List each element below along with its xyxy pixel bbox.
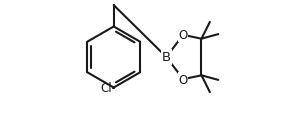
Text: B: B (162, 51, 171, 64)
Text: O: O (179, 73, 188, 86)
Text: O: O (179, 29, 188, 42)
Text: Cl: Cl (101, 81, 112, 94)
